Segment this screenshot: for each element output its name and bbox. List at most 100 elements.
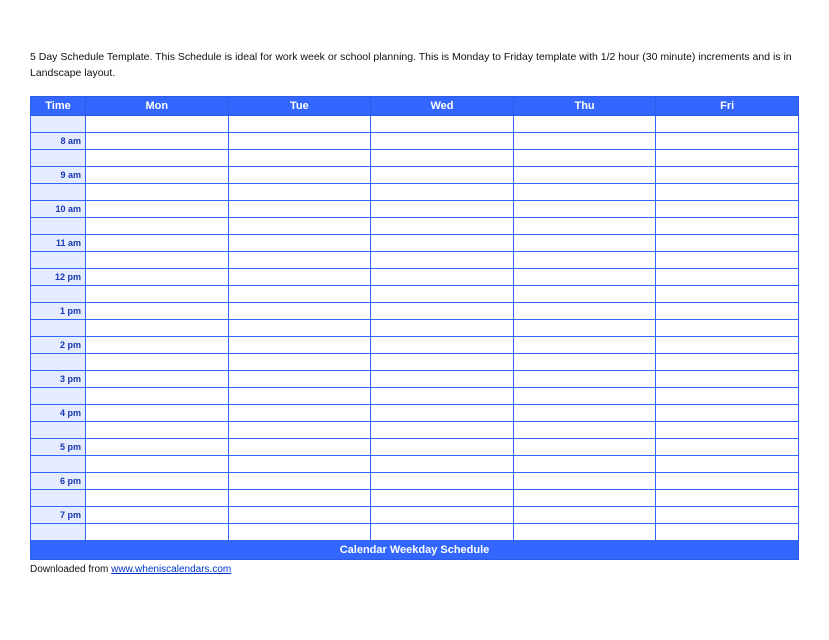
day-cell [656, 285, 799, 302]
day-cell [86, 285, 229, 302]
day-cell [228, 506, 371, 523]
day-cell [513, 455, 656, 472]
day-cell [371, 404, 514, 421]
day-cell [513, 166, 656, 183]
day-cell [513, 370, 656, 387]
day-cell [228, 472, 371, 489]
time-cell: 4 pm [31, 404, 86, 421]
table-row: 6 pm [31, 472, 799, 489]
table-row [31, 115, 799, 132]
day-cell [228, 489, 371, 506]
col-mon: Mon [86, 96, 229, 115]
day-cell [86, 200, 229, 217]
day-cell [371, 166, 514, 183]
day-cell [371, 115, 514, 132]
schedule-body: 8 am9 am10 am11 am12 pm1 pm2 pm3 pm4 pm5… [31, 115, 799, 540]
table-row [31, 421, 799, 438]
day-cell [513, 285, 656, 302]
day-cell [371, 234, 514, 251]
time-cell [31, 183, 86, 200]
col-time: Time [31, 96, 86, 115]
day-cell [656, 421, 799, 438]
day-cell [371, 251, 514, 268]
day-cell [86, 132, 229, 149]
day-cell [656, 336, 799, 353]
time-cell: 5 pm [31, 438, 86, 455]
day-cell [228, 438, 371, 455]
day-cell [513, 353, 656, 370]
table-row [31, 251, 799, 268]
table-row [31, 149, 799, 166]
day-cell [513, 217, 656, 234]
template-description: 5 Day Schedule Template. This Schedule i… [30, 50, 799, 82]
table-row: 3 pm [31, 370, 799, 387]
day-cell [656, 489, 799, 506]
day-cell [656, 268, 799, 285]
day-cell [656, 115, 799, 132]
day-cell [228, 217, 371, 234]
day-cell [513, 336, 656, 353]
day-cell [656, 319, 799, 336]
day-cell [86, 251, 229, 268]
day-cell [371, 149, 514, 166]
time-cell [31, 251, 86, 268]
day-cell [656, 149, 799, 166]
day-cell [86, 234, 229, 251]
schedule-table: TimeMonTueWedThuFri 8 am9 am10 am11 am12… [30, 96, 799, 541]
day-cell [656, 353, 799, 370]
time-cell [31, 421, 86, 438]
day-cell [228, 336, 371, 353]
day-cell [513, 251, 656, 268]
day-cell [86, 438, 229, 455]
time-cell [31, 285, 86, 302]
table-row [31, 489, 799, 506]
day-cell [86, 472, 229, 489]
day-cell [371, 506, 514, 523]
day-cell [656, 506, 799, 523]
day-cell [86, 489, 229, 506]
day-cell [371, 183, 514, 200]
day-cell [86, 370, 229, 387]
table-row [31, 183, 799, 200]
day-cell [371, 421, 514, 438]
day-cell [513, 523, 656, 540]
table-row: 5 pm [31, 438, 799, 455]
day-cell [513, 404, 656, 421]
day-cell [371, 438, 514, 455]
day-cell [656, 132, 799, 149]
table-row [31, 523, 799, 540]
day-cell [513, 115, 656, 132]
table-row: 4 pm [31, 404, 799, 421]
downloaded-prefix: Downloaded from [30, 564, 111, 575]
day-cell [656, 183, 799, 200]
day-cell [656, 217, 799, 234]
day-cell [86, 183, 229, 200]
day-cell [86, 319, 229, 336]
day-cell [371, 200, 514, 217]
source-link[interactable]: www.wheniscalendars.com [111, 564, 231, 575]
day-cell [656, 472, 799, 489]
day-cell [656, 438, 799, 455]
day-cell [228, 523, 371, 540]
day-cell [228, 166, 371, 183]
table-row [31, 387, 799, 404]
day-cell [513, 149, 656, 166]
day-cell [656, 455, 799, 472]
time-cell [31, 149, 86, 166]
day-cell [228, 149, 371, 166]
time-cell: 3 pm [31, 370, 86, 387]
day-cell [371, 217, 514, 234]
day-cell [86, 506, 229, 523]
table-row: 9 am [31, 166, 799, 183]
table-row: 2 pm [31, 336, 799, 353]
day-cell [86, 166, 229, 183]
time-cell: 10 am [31, 200, 86, 217]
table-row [31, 455, 799, 472]
day-cell [371, 268, 514, 285]
table-row: 10 am [31, 200, 799, 217]
day-cell [513, 387, 656, 404]
day-cell [371, 319, 514, 336]
day-cell [86, 404, 229, 421]
day-cell [656, 200, 799, 217]
day-cell [513, 506, 656, 523]
